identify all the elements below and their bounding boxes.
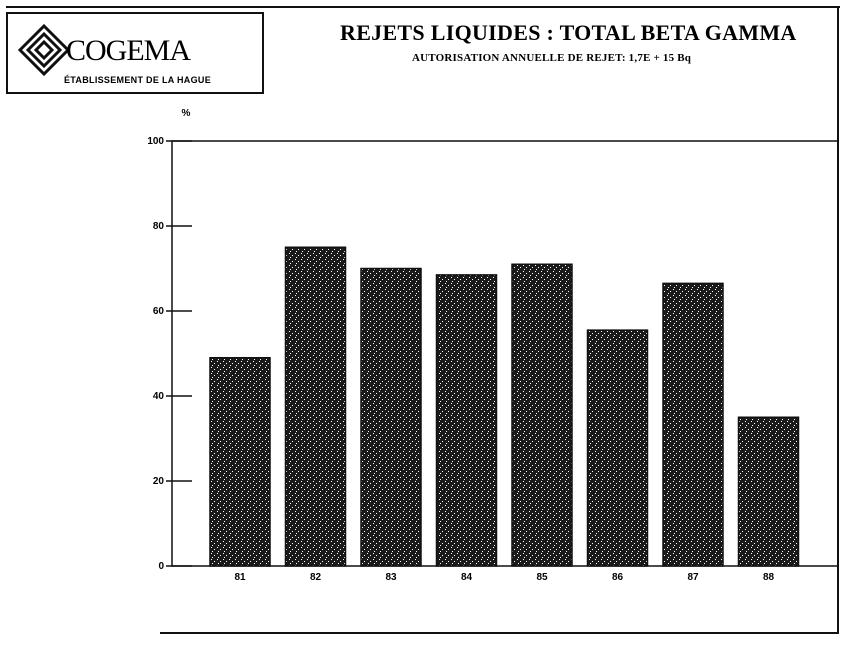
y-tick-label-20: 20: [153, 476, 165, 487]
y-tick-label-0: 0: [158, 561, 164, 572]
chart-title: REJETS LIQUIDES : TOTAL BETA GAMMA: [340, 20, 797, 45]
x-tick-label-81: 81: [234, 572, 246, 583]
bar-82: [284, 246, 347, 567]
bar-84: [435, 274, 498, 567]
bar-85: [511, 263, 573, 567]
y-tick-label-100: 100: [147, 136, 164, 147]
x-tick-label-88: 88: [763, 572, 775, 583]
y-axis-unit-label: %: [182, 108, 191, 119]
bar-88: [737, 416, 800, 567]
chart-subtitle: AUTORISATION ANNUELLE DE REJET: 1,7E + 1…: [412, 52, 692, 64]
bar-87: [662, 282, 724, 567]
bar-81: [209, 357, 271, 567]
x-tick-label-85: 85: [536, 572, 548, 583]
plot-frame: [171, 140, 839, 567]
cogema-logo-icon: [17, 23, 71, 77]
x-tick-label-87: 87: [687, 572, 699, 583]
y-tick-label-80: 80: [153, 221, 165, 232]
logo-name: COGEMA: [66, 34, 191, 67]
x-tick-label-82: 82: [310, 572, 322, 583]
y-tick-label-60: 60: [153, 306, 165, 317]
x-tick-label-84: 84: [461, 572, 473, 583]
x-tick-label-86: 86: [612, 572, 624, 583]
y-tick-label-40: 40: [153, 391, 165, 402]
x-tick-label-83: 83: [385, 572, 397, 583]
bar-86: [586, 329, 649, 567]
logo-box: COGEMA ÉTABLISSEMENT DE LA HAGUE: [6, 12, 264, 94]
logo-subtitle: ÉTABLISSEMENT DE LA HAGUE: [64, 75, 212, 85]
frame-bottom-border: [160, 632, 839, 634]
bar-83: [360, 267, 422, 567]
frame-top-border: [6, 6, 840, 8]
